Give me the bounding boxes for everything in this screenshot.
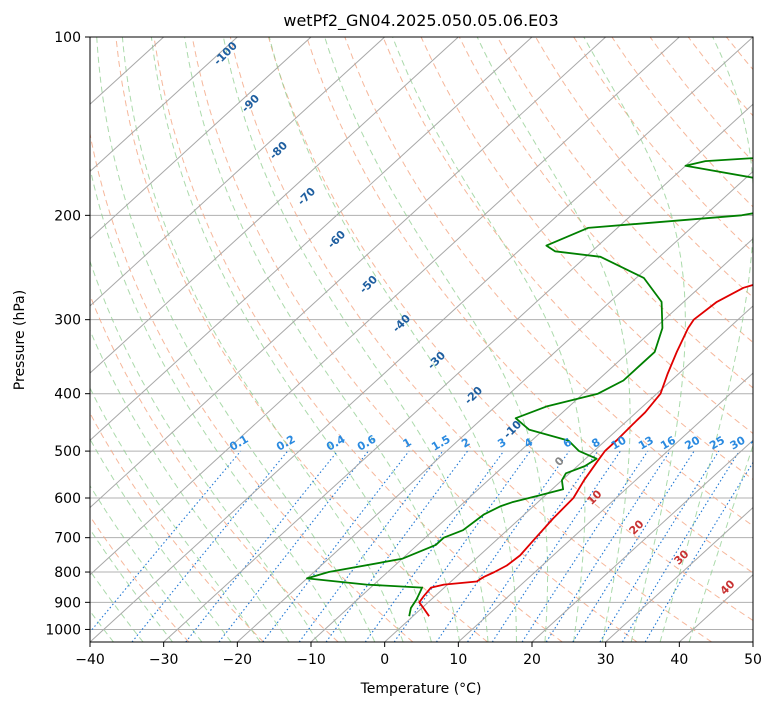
profile-series: [306, 157, 753, 617]
isotherms: [90, 37, 753, 642]
isotherm: [457, 372, 753, 642]
isotherm: [90, 37, 238, 173]
x-tick-label: −40: [75, 652, 105, 668]
isotherm: [384, 305, 753, 642]
isotherm: [90, 37, 386, 307]
mixing-ratio-line: [467, 450, 599, 642]
moist-adiabat: [150, 37, 432, 642]
moist-adiabat: [121, 37, 404, 642]
mixing-ratio-line: [185, 450, 339, 642]
isotherm: [236, 170, 753, 642]
mixing-ratio-line: [545, 450, 671, 642]
dry-adiabat: [306, 37, 753, 574]
moist-adiabat: [90, 570, 144, 642]
moist-adiabat: [90, 484, 203, 642]
x-tick-label: 30: [597, 652, 615, 668]
mixing-ratio-label: 36: [748, 433, 768, 452]
mixing-ratio-line: [298, 450, 444, 642]
isotherm: [90, 37, 680, 576]
isotherm: [90, 37, 753, 642]
y-tick-label: 1000: [45, 622, 81, 638]
isotherm: [90, 37, 312, 240]
x-tick-label: −10: [296, 652, 326, 668]
moist-adiabat: [90, 387, 261, 642]
dry-adiabat: [90, 515, 190, 642]
mixing-ratio-line: [491, 450, 621, 642]
x-tick-label: 10: [449, 652, 467, 668]
chart-title: wetPf2_GN04.2025.050.05.06.E03: [283, 11, 558, 31]
moist-adiabat: [688, 444, 753, 642]
isotherm: [90, 37, 607, 509]
isotherm: [90, 37, 459, 374]
y-tick-label: 200: [54, 208, 81, 224]
x-axis-ticks: −40 −30 −20 −10 0 10 20 30 40 50: [75, 642, 762, 668]
mixing-ratio-line: [364, 450, 505, 642]
x-tick-label: 20: [523, 652, 541, 668]
dry-adiabat: [90, 412, 264, 642]
plot-frame: [89, 36, 754, 643]
dry-adiabat: [90, 131, 414, 642]
mixing-ratio-line: [90, 450, 242, 633]
moist-adiabat: [222, 37, 489, 642]
moist-adiabat: [324, 37, 549, 642]
temperature-profile: [418, 283, 753, 617]
y-tick-label: 700: [54, 531, 81, 547]
dewpoint-profile: [306, 157, 753, 617]
y-tick-label: 100: [54, 30, 81, 46]
y-axis-ticks: 100 200 300 400 500 600 700 800 900 1000: [45, 30, 90, 638]
dry-adiabat: [115, 37, 488, 642]
dry-adiabat: [535, 37, 753, 298]
y-tick-label: 600: [54, 491, 81, 507]
x-tick-label: −30: [149, 652, 179, 668]
moist-adiabat: [90, 165, 347, 642]
dry-adiabat: [268, 37, 753, 622]
mixing-ratio-line: [435, 450, 570, 642]
moist-adiabat: [90, 528, 173, 642]
dry-adiabat: [153, 37, 563, 642]
dry-adiabat: [382, 37, 753, 481]
isotherm: [310, 237, 753, 642]
mixing-ratio-line: [325, 450, 468, 642]
moist-adiabat: [90, 438, 232, 642]
isotherm: [605, 506, 753, 642]
isotherm: [90, 37, 533, 442]
moist-adiabat: [659, 37, 753, 642]
mixing-ratio-line: [621, 450, 740, 642]
isotherm: [163, 103, 753, 642]
x-tick-label: 0: [380, 652, 389, 668]
moist-adiabats: [90, 37, 753, 642]
y-axis-label: Pressure (hPa): [12, 290, 28, 390]
y-tick-label: 300: [54, 313, 81, 329]
moist-adiabat: [184, 37, 461, 642]
moist-adiabat: [392, 37, 586, 642]
x-axis-label: Temperature (°C): [360, 681, 482, 697]
y-tick-label: 800: [54, 565, 81, 581]
moist-adiabat: [90, 328, 290, 642]
moist-adiabat: [90, 259, 319, 642]
y-tick-label: 900: [54, 595, 81, 611]
mixing-ratio-line: [521, 450, 649, 642]
dry-adiabat: [496, 37, 753, 344]
moist-adiabat: [96, 37, 376, 642]
x-tick-label: −20: [223, 652, 253, 668]
mixing-ratio-line: [572, 450, 695, 642]
x-tick-label: 50: [744, 652, 762, 668]
moist-adiabat: [476, 37, 631, 642]
mixing-ratio-line: [262, 450, 410, 642]
moist-adiabat: [583, 37, 686, 642]
moist-adiabat: [268, 37, 517, 642]
y-tick-label: 400: [54, 387, 81, 403]
mixing-ratio-line: [131, 450, 289, 642]
x-tick-label: 40: [670, 652, 688, 668]
y-tick-label: 500: [54, 444, 81, 460]
isotherm: [531, 439, 753, 642]
